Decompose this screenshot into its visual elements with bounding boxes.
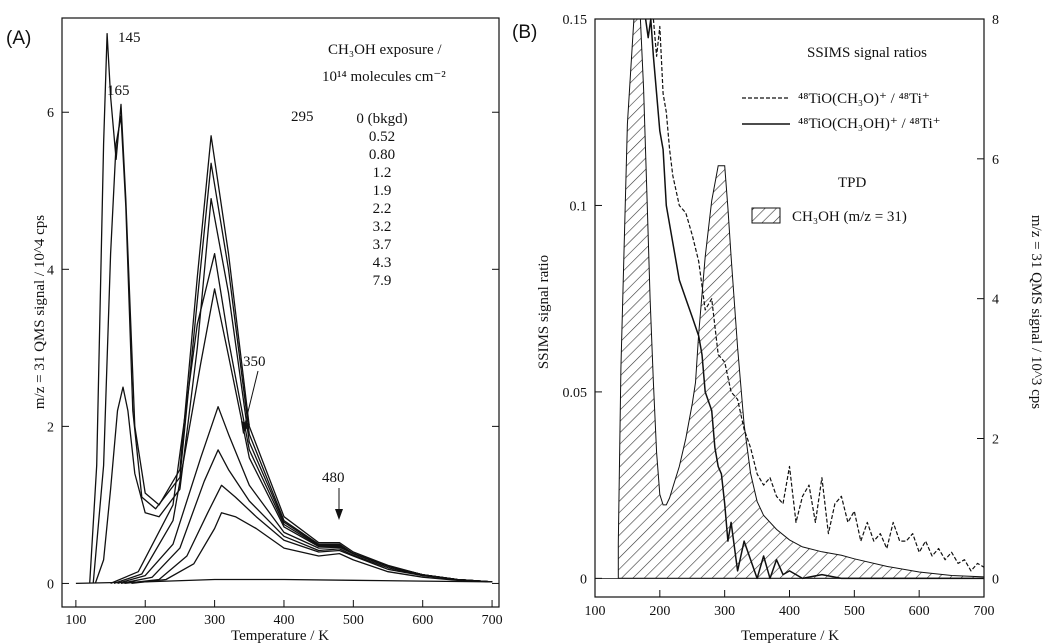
exposure-legend-item: 0 (bkgd) (356, 111, 407, 127)
panel-b-y-label-right: m/z = 31 QMS signal / 10^3 cps (1028, 215, 1044, 409)
exposure-series-7 (94, 197, 493, 584)
peak-480-label: 480 (322, 470, 345, 486)
ssims-ch3o-ratio-line (652, 18, 985, 572)
panel-a: (A) 100 200 300 400 500 600 700 0 2 4 6 Temperatu… (6, 17, 503, 644)
panel-b-x-tick-label: 600 (909, 604, 930, 619)
panel-b-label: (B) (512, 22, 537, 43)
panel-a-x-tick-label: 200 (135, 613, 156, 628)
legend-hatched-label: CH₃OH (m/z = 31) (792, 209, 907, 225)
exposure-legend-item: 0.80 (369, 147, 395, 163)
panel-a-x-axis: 100 200 300 400 500 600 700 (65, 600, 503, 628)
legend-dashed-label: ⁴⁸TiO(CH₃O)⁺ / ⁴⁸Ti⁺ (798, 91, 930, 107)
panel-a-x-tick-label: 600 (412, 613, 433, 628)
panel-a-y-tick-label: 0 (47, 577, 54, 592)
panel-a-label: (A) (6, 28, 31, 49)
exposure-legend-item: 3.7 (373, 237, 392, 253)
panel-b-y-axis-right: 0 2 4 6 8 (977, 13, 999, 587)
panel-b-x-tick-label: 700 (974, 604, 995, 619)
exposure-legend-item: 1.9 (373, 183, 392, 199)
panel-b-x-tick-label: 200 (649, 604, 670, 619)
peak-295-label: 295 (291, 109, 314, 125)
exposure-series-5 (113, 288, 493, 585)
panel-a-x-tick-label: 400 (273, 613, 294, 628)
ssims-ch3oh-ratio-line (644, 18, 984, 580)
exposure-legend-item: 0.52 (369, 129, 395, 145)
panel-b-y-label-left: SSIMS signal ratio (536, 255, 552, 369)
panel-a-y-label: m/z = 31 QMS signal / 10^4 cps (32, 215, 48, 409)
panel-b-x-tick-label: 500 (844, 604, 865, 619)
panel-b-y-right-tick-label: 2 (992, 432, 999, 447)
exposure-legend-item: 7.9 (373, 273, 392, 289)
panel-b-y-tick-label: 0.1 (570, 199, 588, 214)
ssims-legend-title: SSIMS signal ratios (807, 45, 927, 61)
exposure-series-8 (92, 115, 493, 584)
panel-b-x-label: Temperature / K (741, 628, 839, 644)
exposure-legend-item: 2.2 (373, 201, 392, 217)
panel-b-y-right-tick-label: 6 (992, 153, 999, 168)
panel-a-series (75, 33, 493, 585)
exposure-legend-item: 4.3 (373, 255, 392, 271)
panel-b-y-right-tick-label: 0 (992, 572, 999, 587)
panel-a-y-tick-label: 4 (47, 263, 54, 278)
legend-solid-label: ⁴⁸TiO(CH₃OH)⁺ / ⁴⁸Ti⁺ (798, 116, 941, 132)
panel-b-x-tick-label: 400 (779, 604, 800, 619)
panel-a-y-tick-label: 2 (47, 420, 54, 435)
exposure-series-9 (89, 33, 493, 584)
legend-hatched-swatch (751, 207, 781, 224)
peak-350-arrow (241, 370, 259, 434)
peak-145-label: 145 (118, 30, 141, 46)
panel-a-y-tick-label: 6 (47, 106, 54, 121)
panel-b-y-right-tick-label: 4 (992, 293, 999, 308)
panel-a-x-label: Temperature / K (231, 628, 329, 644)
exposure-legend-item: 3.2 (373, 219, 392, 235)
panel-a-y-axis: 0 2 4 6 (47, 106, 499, 592)
panel-b-y-tick-label: 0.05 (563, 386, 588, 401)
peak-165-label: 165 (107, 83, 130, 99)
panel-b-y-tick-label: 0 (580, 572, 587, 587)
exposure-series-1 (131, 512, 493, 585)
exposure-legend-list: 0 (bkgd) 0.52 0.80 1.2 1.9 2.2 3.2 3.7 4.3 7.9 (356, 111, 407, 289)
exposure-series-3 (120, 449, 493, 585)
panel-b-x-axis: 100 200 300 400 500 600 700 (585, 590, 995, 619)
panel-b: (B) 100 200 300 400 500 600 700 0 0.05 0.1 0.15 0… (512, 13, 1044, 644)
panel-a-frame (61, 17, 500, 608)
exposure-legend-title-2: 10¹⁴ molecules cm⁻² (322, 69, 446, 85)
panel-b-x-tick-label: 300 (714, 604, 735, 619)
panel-b-y-axis-left: 0 0.05 0.1 0.15 (563, 13, 602, 587)
panel-b-x-tick-label: 100 (585, 604, 606, 619)
peak-480-arrow (335, 488, 343, 520)
panel-b-legend: SSIMS signal ratios ⁴⁸TiO(CH₃O)⁺ / ⁴⁸Ti⁺… (742, 45, 941, 225)
peak-350-label: 350 (243, 354, 266, 370)
panel-a-x-tick-label: 500 (343, 613, 364, 628)
panel-b-y-right-tick-label: 8 (992, 13, 999, 28)
exposure-legend-title-1: CH₃OH exposure / (328, 42, 442, 58)
panel-b-series (595, 18, 985, 580)
panel-b-y-tick-label: 0.15 (563, 13, 588, 28)
panel-a-x-tick-label: 300 (204, 613, 225, 628)
panel-a-x-tick-label: 100 (65, 613, 86, 628)
tpd-legend-title: TPD (838, 175, 867, 191)
panel-a-x-tick-label: 700 (482, 613, 503, 628)
tpd-area (617, 18, 985, 579)
exposure-legend-item: 1.2 (373, 165, 392, 181)
